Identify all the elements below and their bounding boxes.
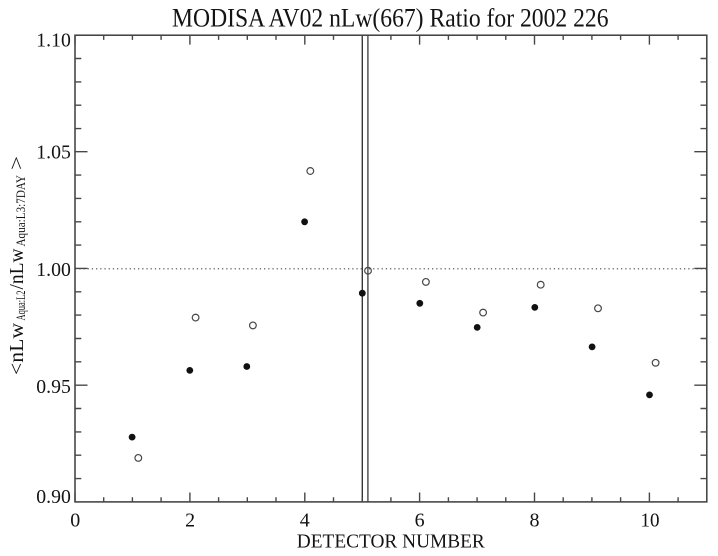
svg-text:Aqua:L3:7DAY: Aqua:L3:7DAY [14, 175, 28, 247]
svg-text:1.00: 1.00 [36, 259, 71, 281]
svg-text:6: 6 [415, 509, 425, 531]
svg-text:<nLw: <nLw [6, 323, 28, 375]
svg-text:DETECTOR NUMBER: DETECTOR NUMBER [297, 530, 486, 552]
svg-text:>: > [6, 156, 28, 170]
svg-text:1.05: 1.05 [36, 142, 71, 164]
svg-text:8: 8 [530, 509, 540, 531]
svg-text:/nLw: /nLw [6, 248, 28, 289]
svg-text:MODISA AV02 nLw(667) Ratio for: MODISA AV02 nLw(667) Ratio for 2002 226 [172, 3, 609, 32]
svg-text:2: 2 [185, 509, 195, 531]
svg-text:4: 4 [300, 509, 310, 531]
svg-text:0.90: 0.90 [36, 486, 71, 508]
svg-text:0: 0 [70, 509, 80, 531]
svg-text:1.10: 1.10 [36, 30, 71, 52]
svg-text:10: 10 [641, 509, 660, 531]
svg-text:Aqua:L2: Aqua:L2 [14, 291, 28, 321]
svg-text:0.95: 0.95 [36, 376, 71, 398]
